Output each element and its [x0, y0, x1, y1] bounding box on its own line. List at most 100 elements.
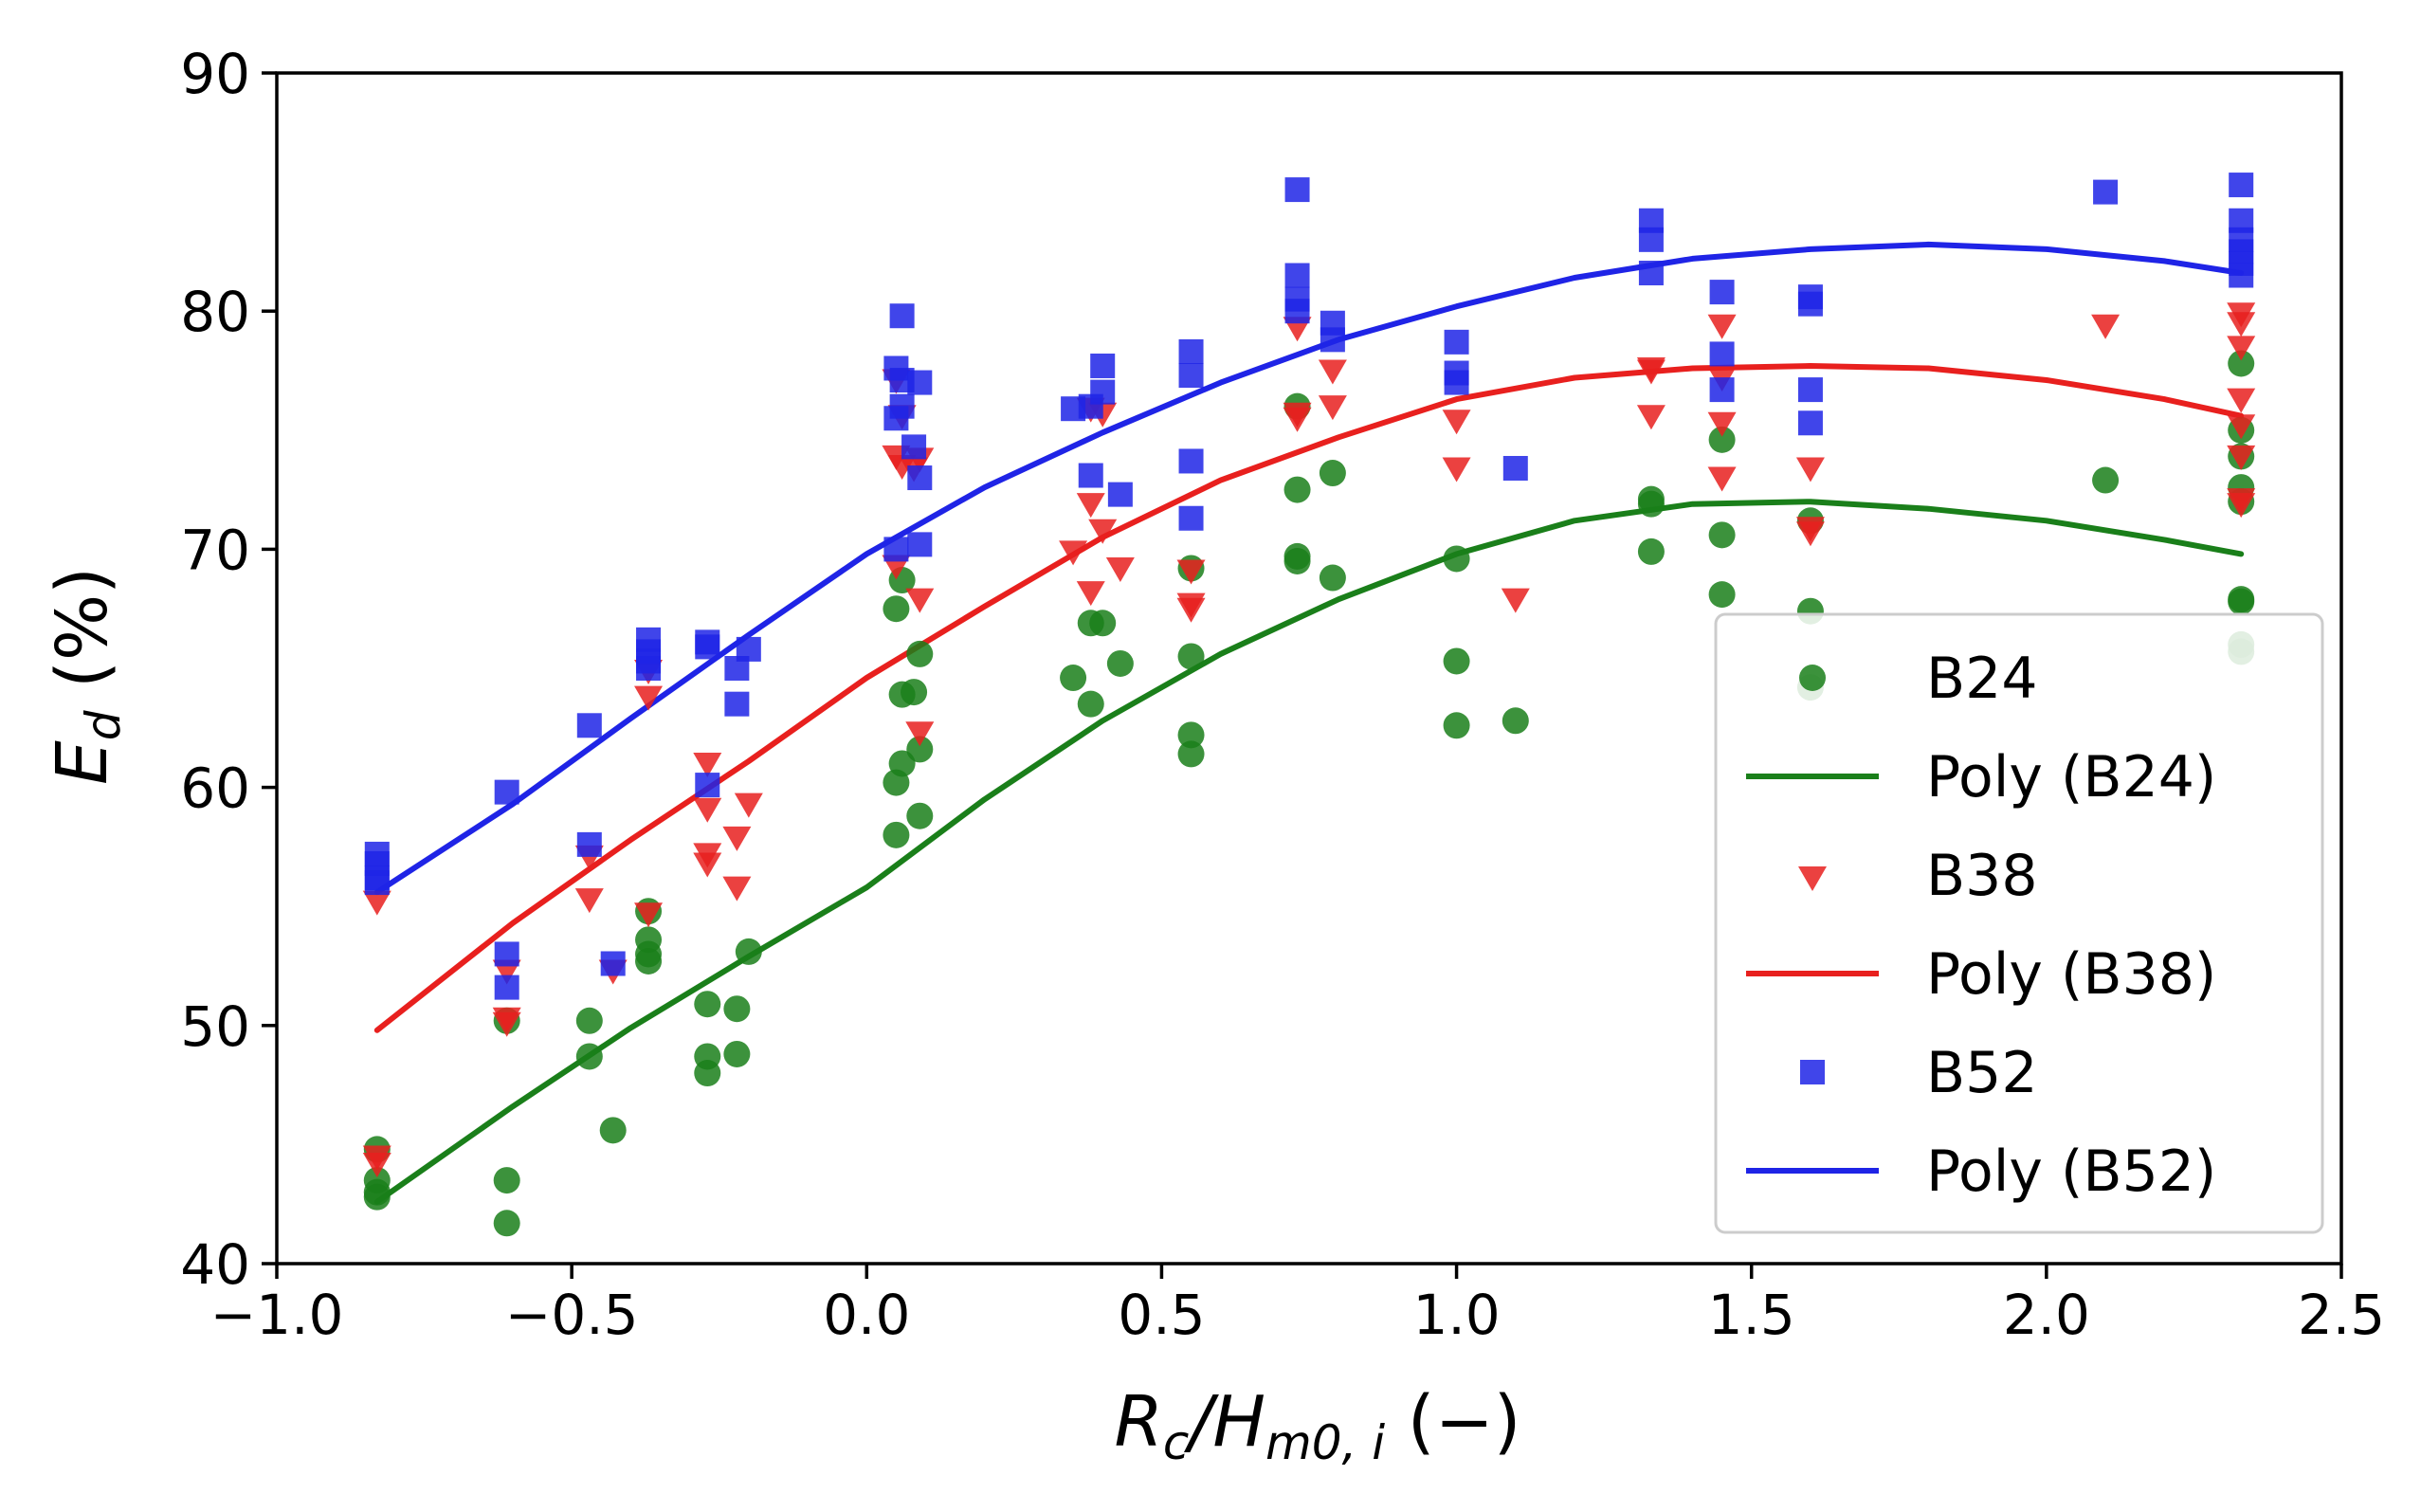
legend-marker-swatch	[1800, 1060, 1825, 1084]
y-tick-label: 40	[180, 1232, 250, 1297]
legend-entry: B38	[1798, 843, 2038, 909]
data-point-b52	[1709, 341, 1735, 367]
data-point-b24	[1060, 665, 1087, 692]
data-point-b24	[1177, 721, 1205, 749]
data-point-b38	[693, 852, 722, 878]
data-point-b38	[2227, 312, 2256, 337]
legend-entry: B24	[1799, 646, 2038, 712]
legend-entry: Poly (B52)	[1746, 1139, 2216, 1205]
data-point-b52	[736, 636, 761, 662]
data-point-b38	[905, 721, 935, 747]
y-tick-label: 60	[180, 756, 250, 821]
data-point-b24	[575, 1043, 603, 1070]
data-point-b38	[1176, 559, 1206, 585]
data-point-b24	[493, 1167, 520, 1194]
data-point-b24	[1319, 460, 1346, 487]
data-point-b38	[2091, 314, 2121, 339]
y-axis-label: Ed (%)	[42, 567, 131, 785]
data-point-b38	[693, 752, 722, 777]
data-point-b24	[1637, 490, 1665, 518]
data-point-b38	[1176, 597, 1206, 623]
data-point-b38	[2227, 388, 2256, 413]
x-label-units: (−)	[1385, 1381, 1520, 1463]
legend-label: B52	[1926, 1040, 2038, 1106]
data-point-b38	[905, 588, 935, 613]
data-point-b52	[889, 393, 915, 419]
data-point-b52	[1444, 329, 1469, 355]
data-point-b52	[1178, 505, 1204, 531]
data-point-b24	[2228, 350, 2255, 377]
data-point-b38	[1636, 359, 1666, 385]
data-point-b52	[1638, 227, 1664, 252]
data-point-b52	[1284, 299, 1310, 324]
data-point-b24	[635, 947, 663, 975]
y-tick-label: 70	[180, 518, 250, 582]
data-point-b52	[907, 465, 933, 491]
data-point-b38	[1088, 519, 1118, 544]
y-label-sub: d	[76, 710, 131, 740]
data-point-b52	[636, 656, 662, 681]
data-point-b24	[1708, 426, 1736, 453]
data-point-b38	[1795, 521, 1825, 547]
data-point-b38	[1707, 466, 1737, 492]
legend-label: Poly (B52)	[1926, 1139, 2216, 1205]
data-point-b52	[1638, 261, 1664, 286]
data-point-b52	[1090, 379, 1116, 405]
legend-box	[1714, 612, 2324, 1234]
data-point-b52	[2229, 173, 2254, 198]
data-point-b52	[576, 713, 602, 738]
data-point-b24	[694, 991, 721, 1018]
data-point-b52	[907, 532, 933, 557]
data-point-b24	[1708, 521, 1736, 549]
x-tick-label: 0.5	[1118, 1283, 1205, 1347]
data-point-b52	[2093, 179, 2119, 205]
data-point-b38	[1636, 405, 1666, 430]
data-point-b24	[2228, 588, 2255, 615]
data-point-b52	[1284, 263, 1310, 288]
data-point-b52	[1709, 377, 1735, 403]
data-point-b38	[1707, 411, 1737, 437]
legend: B24 Poly (B24) B38 Poly (B38) B52 Poly (B52)	[1714, 612, 2324, 1234]
data-point-b24	[883, 821, 910, 848]
data-point-b38	[693, 797, 722, 823]
data-point-b24	[1708, 581, 1736, 609]
data-point-b52	[1797, 377, 1823, 403]
x-label-sub1: c	[1163, 1415, 1190, 1470]
data-point-b52	[883, 537, 909, 562]
plot-area-frame	[275, 71, 2343, 1266]
x-tick-label: 2.5	[2298, 1283, 2385, 1347]
data-point-b52	[1178, 338, 1204, 364]
data-point-b52	[1797, 410, 1823, 436]
data-point-b52	[907, 370, 933, 395]
legend-entry: Poly (B38)	[1746, 941, 2216, 1008]
data-point-b38	[362, 890, 391, 916]
data-point-b38	[722, 826, 752, 851]
y-tick-label: 50	[180, 994, 250, 1059]
data-point-b24	[1077, 690, 1104, 718]
data-point-b24	[694, 1060, 721, 1087]
y-tick-label: 80	[180, 280, 250, 344]
x-label-sub2: m0, i	[1265, 1415, 1385, 1470]
data-point-b38	[722, 876, 752, 902]
data-point-b52	[724, 691, 750, 717]
data-point-b24	[901, 679, 928, 706]
data-point-b52	[2229, 263, 2254, 288]
data-point-b52	[1709, 280, 1735, 305]
data-point-b38	[1442, 457, 1471, 483]
data-point-b52	[1444, 370, 1469, 395]
legend-label: Poly (B24)	[1926, 744, 2216, 811]
data-point-b24	[1177, 740, 1205, 768]
data-point-b24	[1177, 643, 1205, 670]
data-point-b24	[2092, 466, 2120, 494]
x-tick-label: −0.5	[505, 1283, 639, 1347]
poly-curve-b24	[373, 499, 2245, 1205]
data-point-b24	[883, 595, 910, 623]
data-point-b24	[1106, 649, 1134, 677]
x-tick-label: 2.0	[2003, 1283, 2090, 1347]
data-point-b52	[1502, 455, 1528, 481]
data-point-b24	[906, 736, 934, 763]
data-point-b24	[1319, 564, 1346, 592]
data-point-b52	[600, 951, 626, 976]
